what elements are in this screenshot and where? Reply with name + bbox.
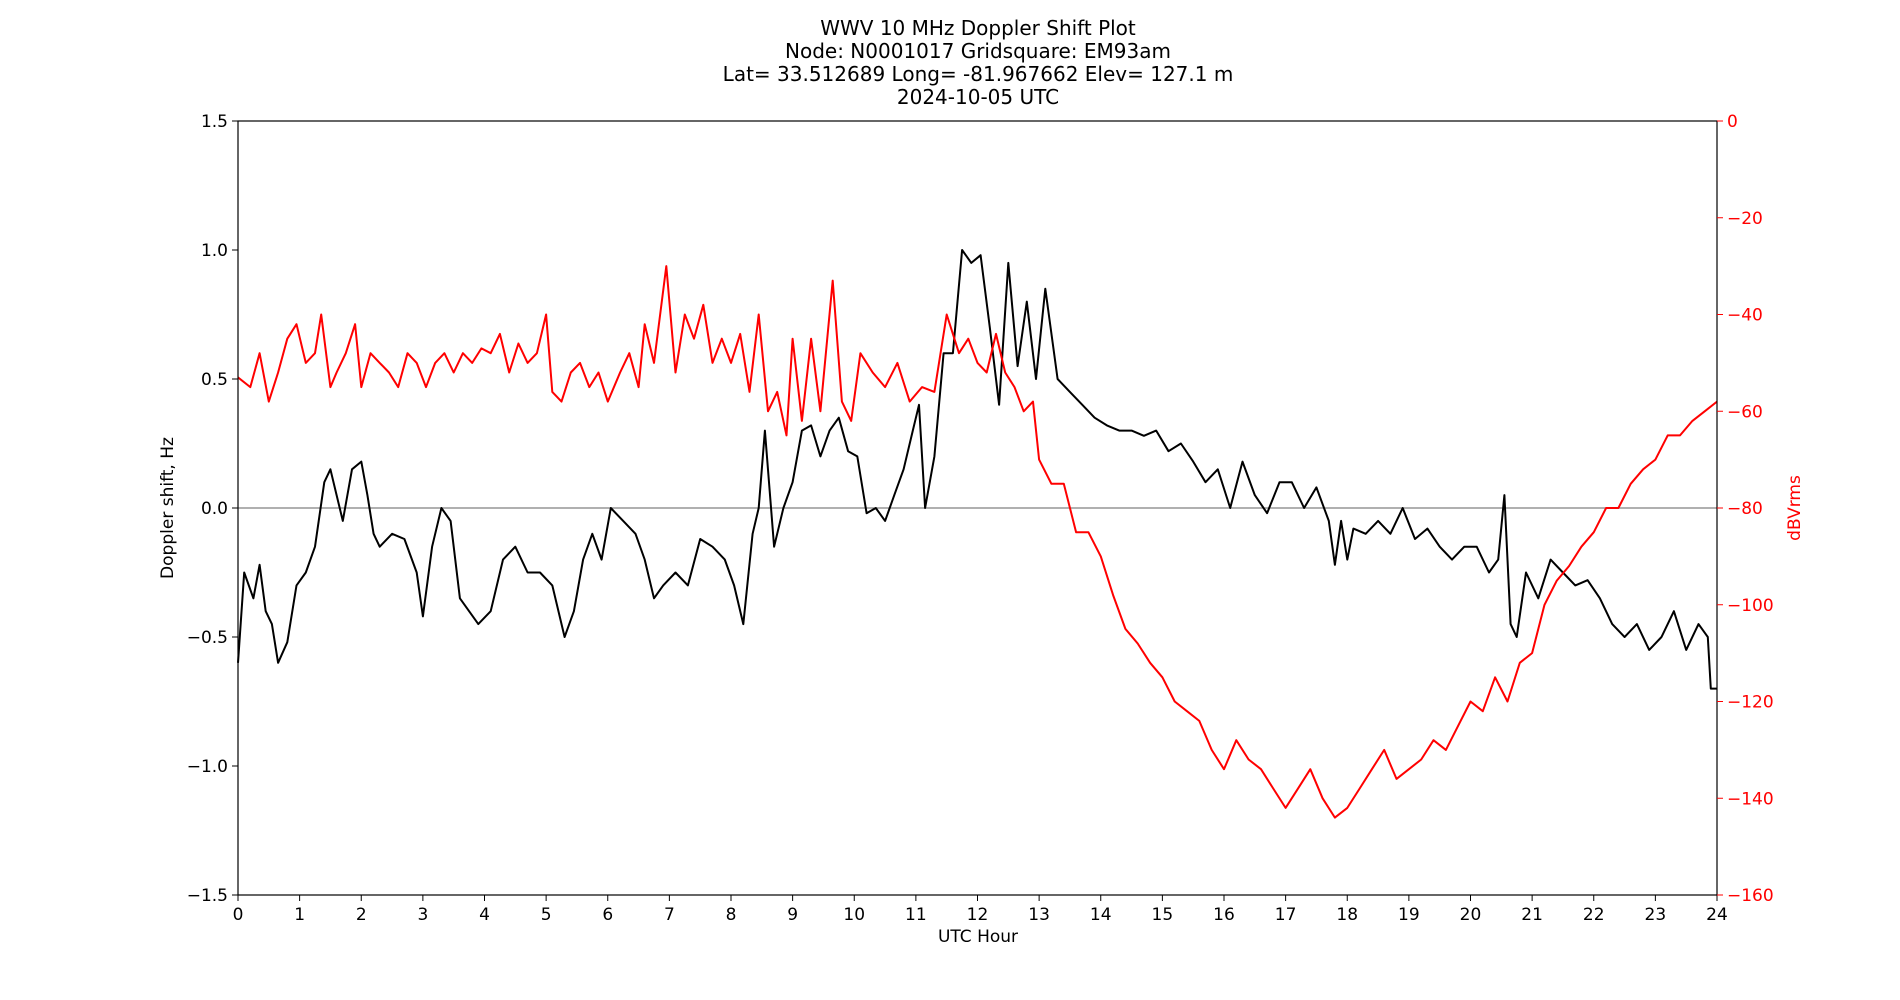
x-tick-label: 1 [294, 905, 305, 925]
chart-title: WWV 10 MHz Doppler Shift Plot Node: N000… [723, 16, 1234, 109]
title-line-2: Node: N0001017 Gridsquare: EM93am [785, 39, 1171, 63]
y-right-tick-label: −40 [1727, 306, 1763, 326]
x-tick-label: 4 [479, 905, 490, 925]
y-left-tick-label: −0.5 [187, 628, 228, 648]
x-tick-label: 9 [787, 905, 798, 925]
x-tick-label: 21 [1521, 905, 1543, 925]
doppler-shift-series [237, 249, 1717, 690]
x-tick-label: 23 [1645, 905, 1667, 925]
x-tick-label: 20 [1460, 905, 1482, 925]
y-right-tick-label: 0 [1727, 112, 1738, 132]
y-left-axis-label: Doppler shift, Hz [158, 437, 178, 579]
y-left-axis-ticks: 1.5 1.0 0.5 0.0 −0.5 −1.0 −1.5 [187, 112, 238, 906]
x-tick-label: 3 [417, 905, 428, 925]
x-axis-ticks: 0 1 2 3 4 5 6 7 8 9 10 11 12 13 14 15 16 17 18 19 20 21 22 23 24 [233, 895, 1728, 925]
y-right-axis-label: dBVrms [1785, 475, 1805, 541]
title-line-1: WWV 10 MHz Doppler Shift Plot [820, 16, 1136, 40]
x-tick-label: 24 [1706, 905, 1728, 925]
x-tick-label: 13 [1028, 905, 1050, 925]
y-left-tick-label: 0.0 [201, 499, 228, 519]
title-line-3: Lat= 33.512689 Long= -81.967662 Elev= 12… [723, 62, 1234, 86]
x-tick-label: 14 [1090, 905, 1112, 925]
y-left-tick-label: 1.0 [201, 241, 228, 261]
y-left-tick-label: −1.0 [187, 757, 228, 777]
x-tick-label: 11 [905, 905, 927, 925]
x-tick-label: 15 [1152, 905, 1174, 925]
x-tick-label: 19 [1398, 905, 1420, 925]
x-tick-label: 6 [602, 905, 613, 925]
y-right-tick-label: −60 [1727, 402, 1763, 422]
y-right-tick-label: −120 [1727, 693, 1774, 713]
x-tick-label: 17 [1275, 905, 1297, 925]
x-tick-label: 5 [541, 905, 552, 925]
y-left-tick-label: 0.5 [201, 370, 228, 390]
y-left-tick-label: −1.5 [187, 886, 228, 906]
x-tick-label: 2 [356, 905, 367, 925]
y-right-tick-label: −80 [1727, 499, 1763, 519]
y-left-tick-label: 1.5 [201, 112, 228, 132]
x-tick-label: 0 [233, 905, 244, 925]
series-layer [237, 249, 1718, 819]
x-tick-label: 16 [1213, 905, 1235, 925]
x-tick-label: 18 [1336, 905, 1358, 925]
y-right-tick-label: −140 [1727, 789, 1774, 809]
x-tick-label: 12 [967, 905, 989, 925]
x-tick-label: 7 [664, 905, 675, 925]
x-axis-label: UTC Hour [938, 927, 1018, 947]
x-tick-label: 8 [726, 905, 737, 925]
signal-level-series [237, 265, 1718, 819]
y-right-axis-ticks: 0 −20 −40 −60 −80 −100 −120 −140 −160 [1717, 112, 1774, 906]
x-tick-label: 22 [1583, 905, 1605, 925]
x-tick-label: 10 [843, 905, 865, 925]
y-right-tick-label: −100 [1727, 596, 1774, 616]
title-line-4: 2024-10-05 UTC [897, 85, 1059, 109]
y-right-tick-label: −20 [1727, 209, 1763, 229]
y-right-tick-label: −160 [1727, 886, 1774, 906]
